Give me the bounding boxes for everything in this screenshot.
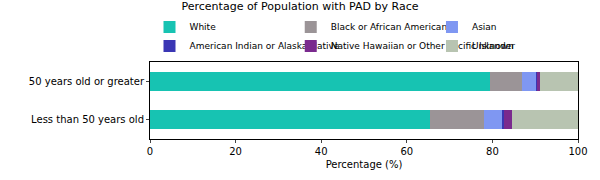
svg-text:Less than 50 years old: Less than 50 years old xyxy=(31,114,144,125)
svg-text:White: White xyxy=(190,22,217,32)
svg-text:Unknown: Unknown xyxy=(472,41,514,51)
svg-text:Native Hawaiian or Other Pacif: Native Hawaiian or Other Pacific Islande… xyxy=(331,41,516,51)
svg-text:100: 100 xyxy=(568,146,587,157)
svg-text:American Indian or Alaska Nati: American Indian or Alaska Native xyxy=(190,41,340,51)
svg-text:0: 0 xyxy=(147,146,153,157)
svg-text:Percentage of Population with: Percentage of Population with PAD by Rac… xyxy=(182,0,419,13)
svg-text:20: 20 xyxy=(229,146,242,157)
svg-text:80: 80 xyxy=(486,146,499,157)
svg-text:50 years old or greater: 50 years old or greater xyxy=(29,76,145,87)
svg-text:Percentage (%): Percentage (%) xyxy=(326,159,403,170)
svg-text:Black or African American: Black or African American xyxy=(331,22,447,32)
svg-text:60: 60 xyxy=(400,146,413,157)
svg-text:Asian: Asian xyxy=(472,22,497,32)
svg-text:40: 40 xyxy=(315,146,328,157)
